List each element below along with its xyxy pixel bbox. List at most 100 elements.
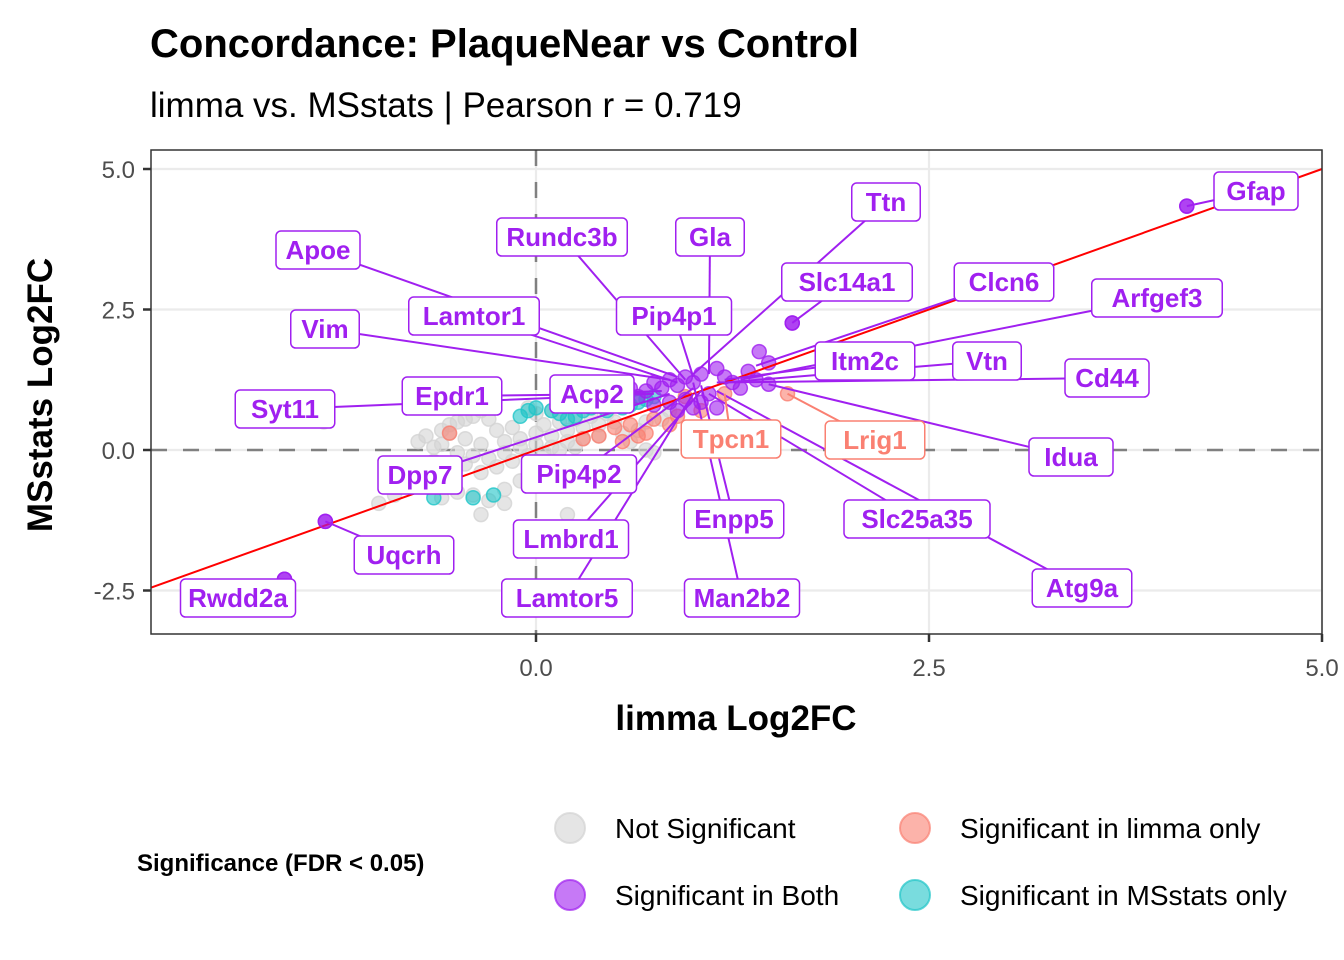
point-limma bbox=[441, 425, 458, 441]
label-box bbox=[234, 389, 336, 429]
label-box bbox=[290, 309, 360, 349]
label-box bbox=[1028, 437, 1114, 477]
gene-label-ttn: Ttn bbox=[851, 182, 921, 222]
chart-subtitle: limma vs. MSstats | Pearson r = 0.719 bbox=[150, 86, 742, 125]
gene-label-lrig1: Lrig1 bbox=[824, 420, 926, 460]
gene-label-text: Atg9a bbox=[1046, 573, 1119, 603]
label-box bbox=[824, 420, 926, 460]
label-box bbox=[683, 578, 801, 618]
label-box bbox=[615, 296, 733, 336]
label-box bbox=[353, 535, 455, 575]
point-ns bbox=[473, 436, 489, 453]
gene-label-text: Pip4p2 bbox=[536, 459, 621, 489]
gene-label-slc25a35: Slc25a35 bbox=[843, 499, 991, 539]
legend-item-limma: Significant in limma only bbox=[899, 812, 1260, 844]
label-connector bbox=[740, 297, 1158, 381]
gene-label-text: Gfap bbox=[1226, 176, 1285, 206]
gene-label-text: Lmbrd1 bbox=[523, 524, 618, 554]
gene-label-pip4p2: Pip4p2 bbox=[520, 454, 638, 494]
gene-label-text: Vim bbox=[301, 314, 348, 344]
label-box bbox=[401, 376, 503, 416]
label-box bbox=[683, 499, 785, 539]
label-box bbox=[781, 262, 913, 302]
gene-label-text: Rwdd2a bbox=[188, 583, 288, 613]
gene-label-vim: Vim bbox=[290, 309, 360, 349]
label-box bbox=[843, 499, 991, 539]
gene-label-text: Vtn bbox=[966, 346, 1008, 376]
gene-label-man2b2: Man2b2 bbox=[683, 578, 801, 618]
legend-item-ns: Not Significant bbox=[554, 812, 796, 844]
label-box bbox=[377, 455, 463, 495]
gene-label-idua: Idua bbox=[1028, 437, 1114, 477]
gene-label-gla: Gla bbox=[675, 217, 745, 257]
gene-label-apoe: Apoe bbox=[275, 230, 361, 270]
label-connector bbox=[324, 328, 670, 381]
gene-label-clcn6: Clcn6 bbox=[953, 262, 1055, 302]
panel-border bbox=[150, 149, 1323, 635]
y-tick-label: 5.0 bbox=[102, 157, 135, 184]
label-box bbox=[851, 182, 921, 222]
gene-label-text: Cd44 bbox=[1075, 363, 1139, 393]
gene-label-epdr1: Epdr1 bbox=[401, 376, 503, 416]
gene-label-text: Slc25a35 bbox=[861, 504, 972, 534]
gene-label-itm2c: Itm2c bbox=[814, 341, 916, 381]
point-ns bbox=[410, 433, 426, 450]
gene-label-text: Arfgef3 bbox=[1111, 283, 1202, 313]
x-axis: 0.0 2.5 5.0 bbox=[519, 634, 1339, 682]
y-tick-label: 0.0 bbox=[102, 438, 135, 465]
legend-label: Significant in limma only bbox=[960, 813, 1260, 844]
gene-label-text: Apoe bbox=[286, 235, 351, 265]
gene-label-atg9a: Atg9a bbox=[1031, 568, 1133, 608]
label-box bbox=[1031, 568, 1133, 608]
gene-label-syt11: Syt11 bbox=[234, 389, 336, 429]
label-box bbox=[496, 217, 628, 257]
y-tick-label: -2.5 bbox=[94, 579, 135, 606]
gene-label-text: Enpp5 bbox=[694, 504, 773, 534]
gene-label-text: Itm2c bbox=[831, 346, 899, 376]
point-ns bbox=[473, 506, 489, 523]
label-box bbox=[408, 296, 540, 336]
gene-label-text: Slc14a1 bbox=[799, 267, 896, 297]
gene-label-slc14a1: Slc14a1 bbox=[781, 262, 913, 302]
label-connector bbox=[692, 382, 743, 599]
point-ns bbox=[504, 419, 521, 436]
labeled-point bbox=[1179, 198, 1195, 214]
x-tick-label: 0.0 bbox=[519, 655, 552, 682]
gene-label-arfgef3: Arfgef3 bbox=[1091, 278, 1223, 318]
point-msstats bbox=[485, 487, 502, 503]
legend-key bbox=[899, 812, 931, 844]
gene-label-text: Lamtor5 bbox=[516, 583, 619, 613]
gene-label-tpcn1: Tpcn1 bbox=[680, 419, 782, 459]
plot-panel: Gfap Ttn Slc14a1 Clcn6 Arfgef3 Itm2c Vtn Cd44 Id… bbox=[150, 149, 1324, 635]
point-msstats bbox=[512, 408, 529, 425]
legend-key bbox=[899, 879, 931, 911]
gene-label-lamtor1: Lamtor1 bbox=[408, 296, 540, 336]
x-axis-title: limma Log2FC bbox=[615, 699, 856, 738]
label-box bbox=[952, 341, 1022, 381]
point-limma bbox=[622, 416, 639, 433]
gene-label-lmbrd1: Lmbrd1 bbox=[512, 519, 630, 559]
label-box bbox=[512, 519, 630, 559]
gene-label-vtn: Vtn bbox=[952, 341, 1022, 381]
gene-labels: Gfap Ttn Slc14a1 Clcn6 Arfgef3 Itm2c Vtn Cd44 Id… bbox=[179, 171, 1299, 618]
point-ns bbox=[496, 495, 513, 512]
gene-label-text: Lrig1 bbox=[843, 425, 907, 455]
gene-label-pip4p1: Pip4p1 bbox=[615, 296, 733, 336]
point-ns bbox=[488, 422, 505, 439]
label-box bbox=[1213, 171, 1299, 211]
gene-label-text: Ttn bbox=[866, 187, 906, 217]
gene-label-text: Syt11 bbox=[251, 394, 319, 424]
gene-label-enpp5: Enpp5 bbox=[683, 499, 785, 539]
legend-item-msstats: Significant in MSstats only bbox=[899, 879, 1287, 911]
point-limma bbox=[630, 428, 646, 444]
label-box bbox=[675, 217, 745, 257]
legend-item-both: Significant in Both bbox=[554, 879, 839, 911]
x-tick-label: 5.0 bbox=[1305, 655, 1338, 682]
labeled-point bbox=[317, 513, 334, 530]
gene-label-text: Lamtor1 bbox=[423, 301, 526, 331]
label-connector bbox=[566, 393, 695, 599]
gene-label-cd44: Cd44 bbox=[1064, 358, 1150, 398]
labeled-point bbox=[784, 315, 800, 331]
gene-label-uqcrh: Uqcrh bbox=[353, 535, 455, 575]
